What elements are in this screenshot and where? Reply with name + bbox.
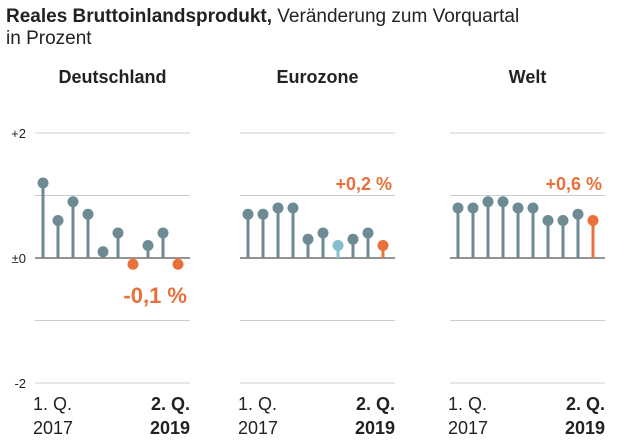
x-tick-label: 2. Q. [566, 394, 605, 414]
y-tick-label: +2 [11, 126, 26, 141]
dot [112, 227, 124, 239]
x-tick-label: 1. Q. [238, 394, 277, 414]
value-label: +0,6 % [545, 174, 602, 194]
dot [272, 202, 284, 214]
title-bold: Reales Bruttoinlandsprodukt, [6, 6, 272, 27]
y-tick-label: -2 [14, 376, 26, 391]
dot [452, 202, 464, 214]
dot [332, 240, 344, 251]
dot [257, 208, 269, 220]
x-tick-label: 2019 [355, 418, 395, 438]
x-tick-label: 2. Q. [356, 394, 395, 414]
value-label: -0,1 % [123, 283, 187, 308]
x-tick-label: 2019 [150, 418, 190, 438]
dot [67, 196, 79, 208]
dot [52, 215, 64, 226]
dot [127, 258, 139, 270]
dot [467, 202, 479, 214]
dot [497, 196, 509, 208]
dot [302, 233, 314, 245]
dot [242, 208, 254, 220]
dot [97, 246, 109, 258]
subtitle: in Prozent [6, 28, 92, 49]
dot [512, 202, 524, 214]
dot [557, 215, 569, 226]
panel-title: Eurozone [276, 67, 358, 87]
title-rest: Veränderung zum Vorquartal [272, 6, 519, 27]
x-tick-label: 2019 [565, 418, 605, 438]
dot [287, 202, 299, 214]
dot [142, 240, 154, 251]
dot [37, 177, 49, 189]
dot [527, 202, 539, 214]
dot [572, 208, 584, 220]
y-tick-label: ±0 [12, 251, 26, 266]
panel-title: Deutschland [58, 67, 166, 87]
value-label: +0,2 % [335, 174, 392, 194]
dot [362, 227, 374, 239]
dot [317, 227, 329, 239]
panel-title: Welt [509, 67, 547, 87]
chart-title: Reales Bruttoinlandsprodukt, Veränderung… [6, 6, 519, 27]
dot [587, 215, 599, 226]
x-tick-label: 1. Q. [448, 394, 487, 414]
dot [172, 258, 184, 270]
x-tick-label: 2. Q. [151, 394, 190, 414]
x-tick-label: 2017 [33, 418, 73, 438]
dot [482, 196, 494, 208]
dot [82, 208, 94, 220]
dot [542, 215, 554, 226]
x-tick-label: 1. Q. [33, 394, 72, 414]
x-tick-label: 2017 [238, 418, 278, 438]
x-tick-label: 2017 [448, 418, 488, 438]
dot [377, 240, 389, 251]
dot [157, 227, 169, 239]
dot [347, 233, 359, 245]
